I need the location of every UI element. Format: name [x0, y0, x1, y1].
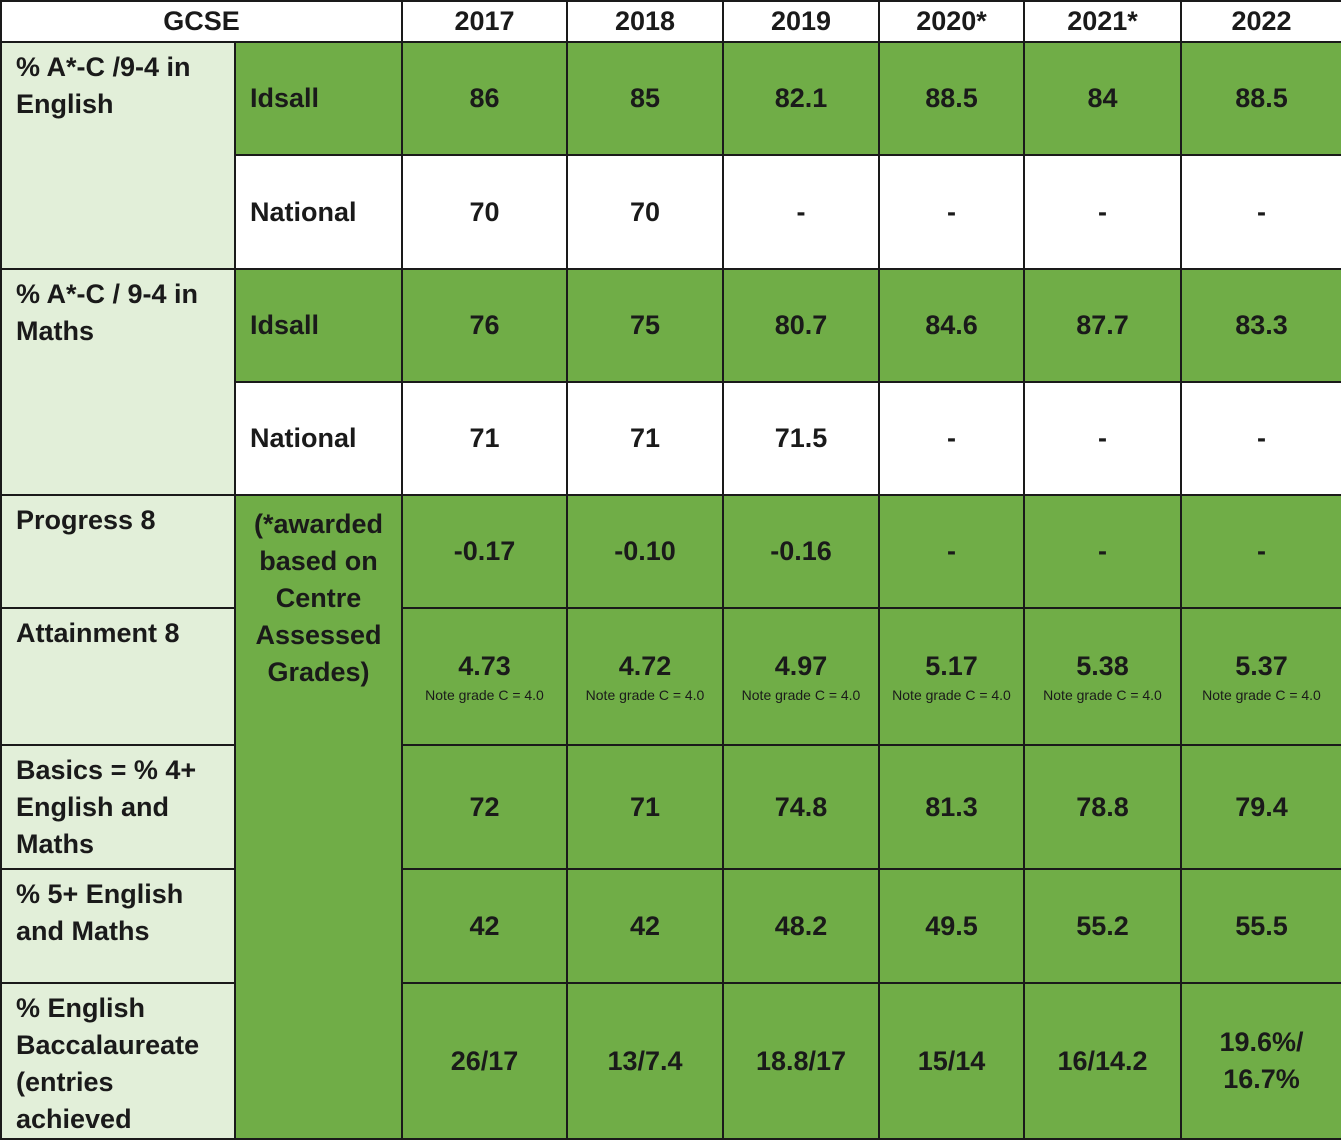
table-cell: 70 [566, 154, 724, 270]
table-cell: 49.5 [878, 868, 1025, 984]
table-cell: 48.2 [722, 868, 880, 984]
table-cell: 19.6%/ 16.7% [1180, 982, 1341, 1140]
table-cell: 26/17 [401, 982, 568, 1140]
table-title: GCSE [0, 0, 403, 43]
year-header: 2017 [401, 0, 568, 43]
table-cell: - [1023, 381, 1182, 496]
table-cell: 42 [401, 868, 568, 984]
english-idsall-row: % A*-C /9-4 in English Idsall 86 85 82.1… [0, 41, 1341, 270]
maths-national-row: National 71 71 71.5 - - - [1, 381, 1341, 496]
table-cell: 78.8 [1023, 744, 1182, 870]
year-header: 2020* [878, 0, 1025, 43]
table-cell: 16/14.2 [1023, 982, 1182, 1140]
five-plus-label: % 5+ English and Maths [0, 868, 236, 984]
table-cell: - [1180, 494, 1341, 609]
table-cell: 88.5 [878, 41, 1025, 156]
table-cell: 5.17 Note grade C = 4.0 [878, 607, 1025, 746]
attainment8-value: 5.17 [925, 651, 978, 681]
table-cell: 5.38 Note grade C = 4.0 [1023, 607, 1182, 746]
attainment8-row: Attainment 8 4.73 Note grade C = 4.0 4.7… [0, 607, 1341, 746]
attainment8-value: 4.73 [458, 651, 511, 681]
year-header: 2022 [1180, 0, 1341, 43]
year-header: 2018 [566, 0, 724, 43]
table-cell: 5.37 Note grade C = 4.0 [1180, 607, 1341, 746]
english-national-row: National 70 70 - - - - [1, 154, 1341, 270]
english-label: % A*-C /9-4 in English [0, 41, 236, 270]
table-cell: 4.72 Note grade C = 4.0 [566, 607, 724, 746]
table-cell: 86 [401, 41, 568, 156]
basics-label: Basics = % 4+ English and Maths [0, 744, 236, 870]
table-cell: 71 [566, 381, 724, 496]
attainment8-label: Attainment 8 [0, 607, 236, 746]
table-cell: 71.5 [722, 381, 880, 496]
maths-idsall-row: % A*-C / 9-4 in Maths Idsall 76 75 80.7 … [0, 268, 1341, 496]
table-cell: 74.8 [722, 744, 880, 870]
table-cell: 88.5 [1180, 41, 1341, 156]
progress8-row: Progress 8 (*awarded based on Centre Ass… [0, 494, 1341, 1140]
table-cell: - [1023, 154, 1182, 270]
table-cell: - [878, 381, 1025, 496]
table-cell: 4.73 Note grade C = 4.0 [401, 607, 568, 746]
table-cell: 70 [401, 154, 568, 270]
table-cell: 85 [566, 41, 724, 156]
idsall-label: Idsall [234, 268, 403, 383]
five-plus-row: % 5+ English and Maths 42 42 48.2 49.5 5… [0, 868, 1341, 984]
table-cell: 82.1 [722, 41, 880, 156]
table-cell: 79.4 [1180, 744, 1341, 870]
attainment8-value: 5.37 [1235, 651, 1288, 681]
table-cell: 4.97 Note grade C = 4.0 [722, 607, 880, 746]
grade-note: Note grade C = 4.0 [892, 687, 1011, 703]
attainment8-value: 5.38 [1076, 651, 1129, 681]
year-header: 2021* [1023, 0, 1182, 43]
table-cell: 81.3 [878, 744, 1025, 870]
table-cell: 84 [1023, 41, 1182, 156]
basics-row: Basics = % 4+ English and Maths 72 71 74… [0, 744, 1341, 870]
table-cell: -0.10 [566, 494, 724, 609]
table-cell: 72 [401, 744, 568, 870]
centre-assessed-note: (*awarded based on Centre Assessed Grade… [234, 494, 403, 1140]
progress8-label: Progress 8 [0, 494, 236, 609]
table-cell: -0.16 [722, 494, 880, 609]
table-cell: 55.5 [1180, 868, 1341, 984]
national-label: National [234, 381, 403, 496]
maths-label: % A*-C / 9-4 in Maths [0, 268, 236, 496]
table-cell: - [878, 494, 1025, 609]
attainment8-value: 4.97 [774, 651, 828, 681]
table-cell: 87.7 [1023, 268, 1182, 383]
ebacc-row: % English Baccalaureate (entries achieve… [0, 982, 1341, 1140]
year-header: 2019 [722, 0, 880, 43]
table-cell: 75 [566, 268, 724, 383]
grade-note: Note grade C = 4.0 [1202, 687, 1321, 703]
table-cell: 71 [401, 381, 568, 496]
table-cell: 55.2 [1023, 868, 1182, 984]
attainment8-value: 4.72 [618, 651, 672, 681]
grade-note: Note grade C = 4.0 [425, 687, 544, 703]
table-cell: - [722, 154, 880, 270]
table-cell: 42 [566, 868, 724, 984]
national-label: National [234, 154, 403, 270]
grade-note: Note grade C = 4.0 [1043, 687, 1162, 703]
idsall-label: Idsall [234, 41, 403, 156]
table-cell: 83.3 [1180, 268, 1341, 383]
ebacc-label: % English Baccalaureate (entries achieve… [0, 982, 236, 1140]
grade-note: Note grade C = 4.0 [585, 687, 705, 703]
table-cell: 80.7 [722, 268, 880, 383]
table-cell: - [1023, 494, 1182, 609]
table-cell: 13/7.4 [566, 982, 724, 1140]
table-cell: 15/14 [878, 982, 1025, 1140]
table-cell: 84.6 [878, 268, 1025, 383]
table-cell: 76 [401, 268, 568, 383]
table-cell: -0.17 [401, 494, 568, 609]
table-cell: 71 [566, 744, 724, 870]
table-cell: - [878, 154, 1025, 270]
grade-note: Note grade C = 4.0 [741, 687, 861, 703]
header-row: GCSE 2017 2018 2019 2020* 2021* 2022 [0, 0, 1341, 43]
table-cell: - [1180, 154, 1341, 270]
table-cell: 18.8/17 [722, 982, 880, 1140]
table-cell: - [1180, 381, 1341, 496]
